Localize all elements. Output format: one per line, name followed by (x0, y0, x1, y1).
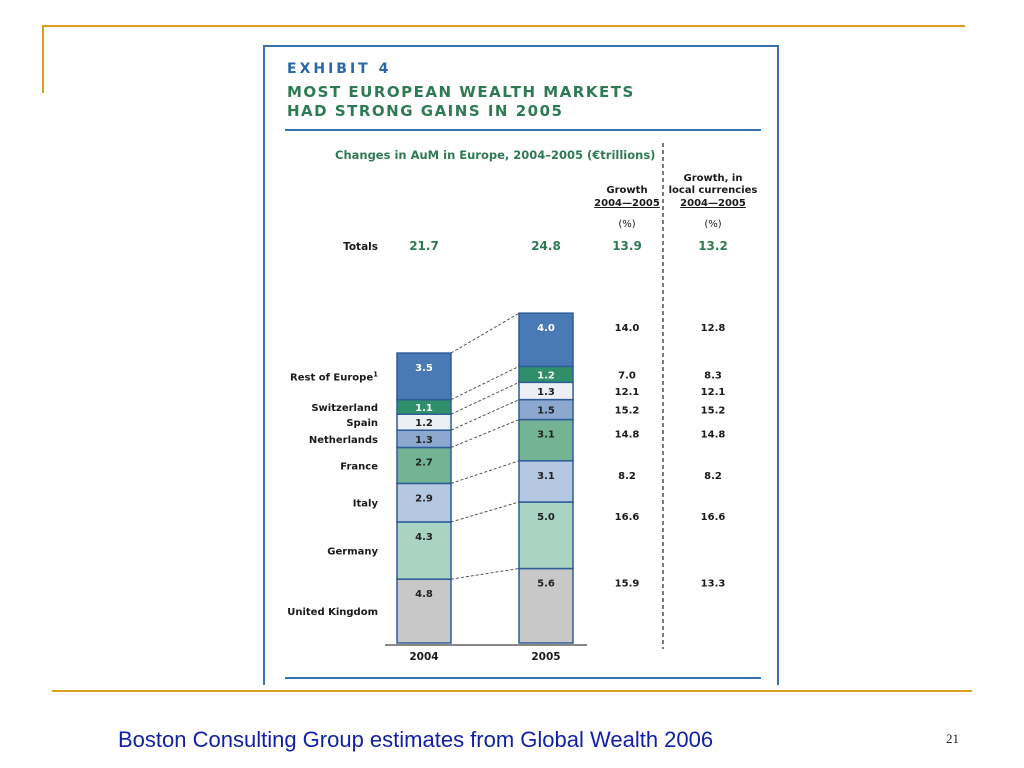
value-label-spain-2004: 1.2 (415, 418, 433, 429)
total-2005: 24.8 (531, 239, 561, 253)
stacked-bar-chart: Changes in AuM in Europe, 2004–2005 (€tr… (287, 143, 758, 663)
bar-segment-germany-2005 (518, 501, 574, 570)
growth-france: 14.8 (615, 430, 640, 441)
category-label-netherlands: Netherlands (309, 435, 378, 446)
local-growth-rest-of-europe: 12.8 (701, 323, 726, 334)
frame-top-line (42, 25, 965, 27)
exhibit-title: MOST EUROPEAN WEALTH MARKETS HAD STRONG … (287, 83, 635, 121)
value-label-germany-2004: 4.3 (415, 532, 433, 543)
title-divider (285, 129, 761, 131)
value-label-netherlands-2004: 1.3 (415, 435, 433, 446)
year-label-2004: 2004 (409, 651, 438, 663)
frame-bottom-line (52, 690, 972, 692)
exhibit-title-line-1: MOST EUROPEAN WEALTH MARKETS (287, 83, 635, 101)
value-label-netherlands-2005: 1.5 (537, 406, 555, 417)
category-label-united-kingdom: United Kingdom (287, 607, 378, 618)
local-growth-spain: 12.1 (701, 387, 726, 398)
growth-germany: 16.6 (615, 512, 640, 523)
growth-italy: 8.2 (618, 471, 636, 482)
local-growth-header: Growth, in (684, 173, 743, 184)
growth-rest-of-europe: 14.0 (615, 323, 640, 334)
growth-switzerland: 7.0 (618, 370, 636, 381)
total-2004: 21.7 (409, 239, 439, 253)
connector-france (450, 419, 520, 448)
growth-period: 2004—2005 (594, 198, 660, 209)
connector-spain (450, 381, 520, 415)
value-label-france-2004: 2.7 (415, 457, 433, 468)
value-label-france-2005: 3.1 (537, 430, 555, 441)
value-label-united-kingdom-2005: 5.6 (537, 579, 555, 590)
local-growth-switzerland: 8.3 (704, 370, 722, 381)
connector-italy (450, 460, 520, 484)
totals-label: Totals (343, 241, 378, 253)
local-growth-unit: (%) (704, 219, 721, 230)
growth-header: Growth (606, 185, 647, 196)
value-label-italy-2005: 3.1 (537, 471, 555, 482)
local-growth-italy: 8.2 (704, 471, 722, 482)
local-growth-period: 2004—2005 (680, 198, 746, 209)
connector-rest-of-europe (450, 312, 520, 354)
exhibit-panel: EXHIBIT 4 MOST EUROPEAN WEALTH MARKETS H… (263, 45, 779, 685)
connector-germany (450, 501, 520, 523)
bar-segment-rest-of-europe-2004 (396, 352, 452, 401)
value-label-united-kingdom-2004: 4.8 (415, 589, 433, 600)
connector-switzerland (450, 365, 520, 401)
slide-caption: Boston Consulting Group estimates from G… (118, 727, 714, 752)
connector-netherlands (450, 399, 520, 431)
growth-netherlands: 15.2 (615, 406, 640, 417)
frame-left-line (42, 25, 44, 93)
value-label-switzerland-2005: 1.2 (537, 370, 555, 381)
value-label-spain-2005: 1.3 (537, 387, 555, 398)
total-local-growth: 13.2 (698, 239, 728, 253)
category-label-switzerland: Switzerland (311, 403, 378, 414)
bar-segment-united-kingdom-2005 (518, 567, 574, 644)
bar-segment-italy-2005 (518, 460, 574, 503)
local-growth-france: 14.8 (701, 430, 726, 441)
category-label-germany: Germany (327, 547, 378, 558)
local-growth-united-kingdom: 13.3 (701, 579, 726, 590)
value-label-italy-2004: 2.9 (415, 493, 433, 504)
bar-segment-germany-2004 (396, 521, 452, 580)
growth-united-kingdom: 15.9 (615, 579, 640, 590)
category-label-spain: Spain (346, 418, 378, 429)
slide-number: 21 (946, 731, 959, 746)
category-label-france: France (340, 461, 378, 472)
connector-united-kingdom (450, 568, 520, 580)
category-label-italy: Italy (353, 499, 379, 510)
local-growth-germany: 16.6 (701, 512, 726, 523)
value-label-germany-2005: 5.0 (537, 512, 555, 523)
growth-spain: 12.1 (615, 387, 640, 398)
value-label-switzerland-2004: 1.1 (415, 403, 433, 414)
value-label-rest-of-europe-2004: 3.5 (415, 363, 433, 374)
bar-segment-france-2005 (518, 418, 574, 462)
chart-subtitle: Changes in AuM in Europe, 2004–2005 (€tr… (335, 148, 655, 162)
bar-segment-france-2004 (396, 446, 452, 485)
local-growth-netherlands: 15.2 (701, 406, 726, 417)
local-growth-header-2: local currencies (669, 185, 758, 196)
exhibit-label: EXHIBIT 4 (287, 61, 392, 77)
year-label-2005: 2005 (531, 651, 560, 663)
panel-bottom-rule (285, 677, 761, 679)
exhibit-title-line-2: HAD STRONG GAINS IN 2005 (287, 102, 564, 120)
total-growth: 13.9 (612, 239, 642, 253)
value-label-rest-of-europe-2005: 4.0 (537, 323, 555, 334)
bar-segment-rest-of-europe-2005 (518, 312, 574, 368)
growth-unit: (%) (618, 219, 635, 230)
category-label-rest-of-europe: Rest of Europe1 (290, 370, 378, 383)
footnote-marker: 1 (373, 370, 378, 378)
